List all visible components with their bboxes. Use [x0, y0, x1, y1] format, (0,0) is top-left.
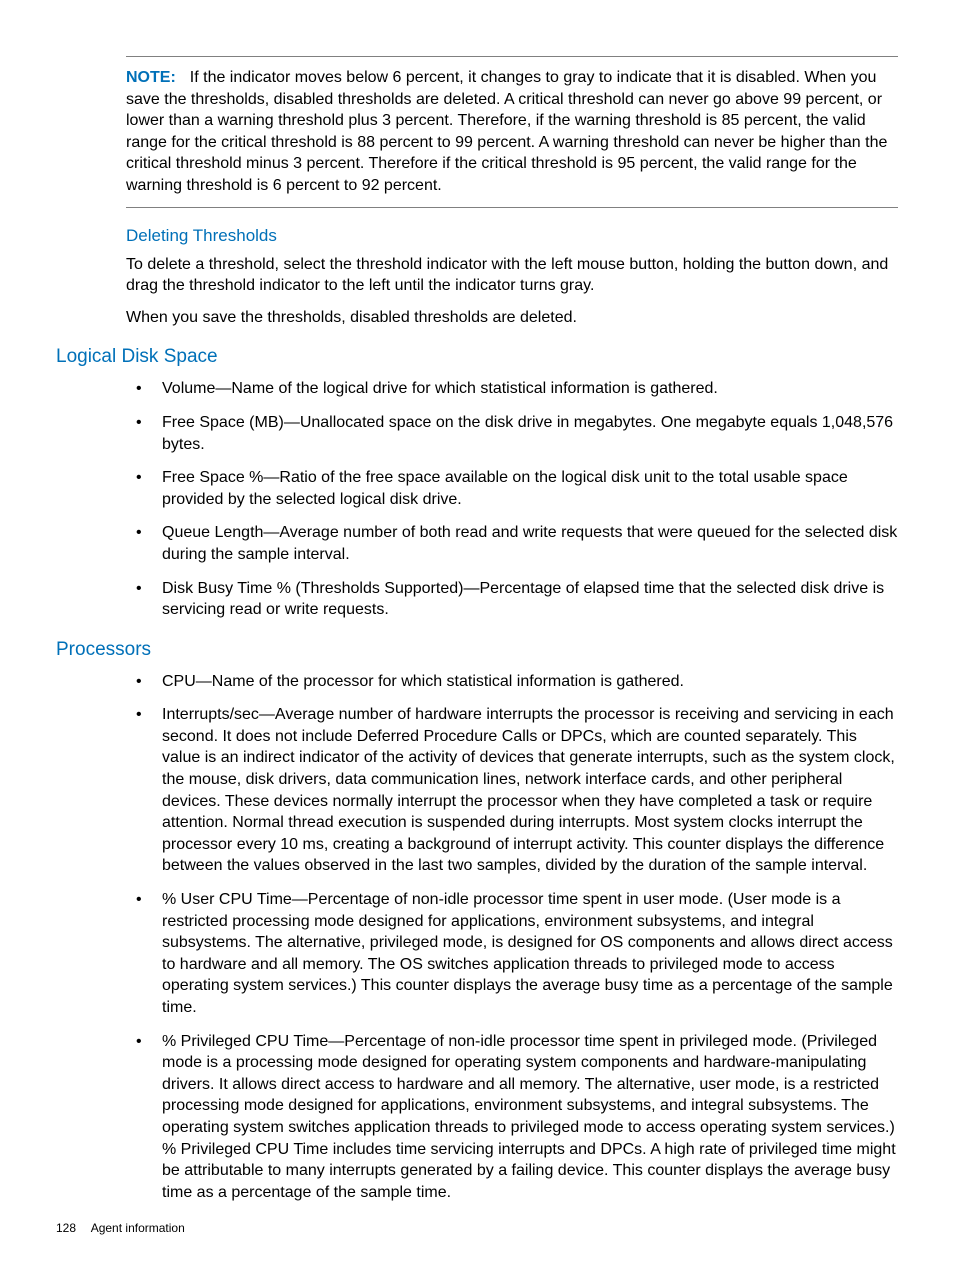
list-item: Queue Length—Average number of both read…: [126, 522, 898, 565]
list-item: CPU—Name of the processor for which stat…: [126, 671, 898, 693]
note-body: If the indicator moves below 6 percent, …: [126, 69, 887, 194]
page-footer: 128 Agent information: [56, 1221, 185, 1235]
list-item: Volume—Name of the logical drive for whi…: [126, 378, 898, 400]
note-paragraph: NOTE:If the indicator moves below 6 perc…: [126, 67, 898, 197]
paragraph: To delete a threshold, select the thresh…: [126, 254, 898, 297]
heading-logical-disk-space: Logical Disk Space: [56, 346, 898, 368]
list-item: Free Space (MB)—Unallocated space on the…: [126, 412, 898, 455]
list-item: % User CPU Time—Percentage of non-idle p…: [126, 889, 898, 1019]
list-item: Disk Busy Time % (Thresholds Supported)—…: [126, 578, 898, 621]
page: NOTE:If the indicator moves below 6 perc…: [0, 0, 954, 1271]
footer-section-label: Agent information: [91, 1221, 185, 1235]
heading-deleting-thresholds: Deleting Thresholds: [126, 226, 898, 246]
note-label: NOTE:: [126, 69, 176, 86]
page-number: 128: [56, 1221, 76, 1235]
bullet-list-processors: CPU—Name of the processor for which stat…: [126, 671, 898, 1204]
list-item: Free Space %—Ratio of the free space ava…: [126, 467, 898, 510]
list-item: Interrupts/sec—Average number of hardwar…: [126, 704, 898, 877]
list-item: % Privileged CPU Time—Percentage of non-…: [126, 1031, 898, 1204]
note-box: NOTE:If the indicator moves below 6 perc…: [126, 56, 898, 208]
heading-processors: Processors: [56, 639, 898, 661]
paragraph: When you save the thresholds, disabled t…: [126, 307, 898, 329]
bullet-list-logical-disk-space: Volume—Name of the logical drive for whi…: [126, 378, 898, 620]
